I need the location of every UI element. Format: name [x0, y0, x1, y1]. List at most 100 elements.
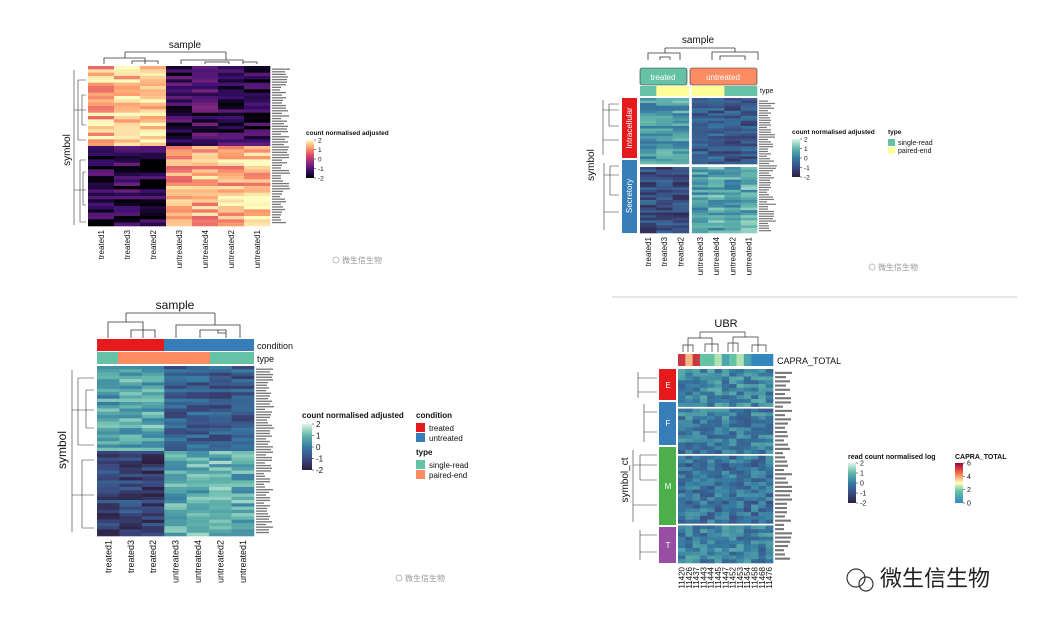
p1-col-label: treated1: [97, 229, 106, 259]
p3-cell: [119, 490, 143, 494]
p4-cell: [758, 380, 766, 385]
p3-cell: [119, 457, 143, 462]
p3-cell: [231, 500, 255, 504]
p2-leg-ticklabel: -1: [804, 165, 810, 172]
p1-cell: [166, 99, 193, 103]
p2-cell: [672, 146, 690, 150]
p4-cell: [765, 497, 774, 502]
p4-cell: [758, 519, 766, 524]
p2-cell: [724, 151, 742, 155]
p3-cell: [119, 454, 143, 458]
p3-row-tick: [256, 486, 265, 488]
p1-cell: [114, 156, 141, 160]
p4-cell: [707, 482, 715, 487]
p4-row-tick: [775, 426, 785, 429]
p4-cell: [736, 431, 745, 436]
p4-cell: [743, 395, 752, 400]
p2-cell: [740, 143, 758, 147]
p4-cell: [758, 485, 766, 490]
p3-cell: [97, 529, 120, 534]
p4-cell: [758, 387, 766, 392]
p4-cell: [743, 478, 752, 483]
p4-cell: [743, 504, 752, 509]
p1-cell: [166, 219, 193, 223]
p4-cell: [692, 497, 701, 502]
p3-cell: [119, 470, 143, 475]
p4-cell: [714, 459, 723, 464]
p2-cell: [656, 148, 673, 152]
p4-capra-cell: [758, 354, 766, 366]
p1-cell: [192, 96, 219, 100]
p2-cell: [708, 156, 725, 160]
p2-cell: [740, 207, 758, 211]
p2-cell: [740, 161, 758, 165]
p4-cell: [692, 512, 701, 517]
p3-cell: [97, 464, 120, 468]
p3-row-tick: [256, 515, 270, 518]
p2-cell: [640, 158, 657, 162]
p3-cell: [231, 408, 255, 413]
p2-cell: [708, 197, 725, 201]
p1-cell: [244, 66, 271, 70]
p2-cell: [672, 98, 690, 101]
p2-cell: [640, 161, 657, 165]
p1-cell: [114, 116, 141, 120]
p3-cell: [186, 405, 210, 409]
p2-column-labels: treated1 treated3 treated2 untreated3 untrea…: [644, 236, 754, 275]
p4-cell: [743, 419, 752, 424]
p2-cell: [708, 100, 725, 104]
p1-cell: [192, 76, 219, 80]
p1-cell: [192, 186, 219, 190]
p1-cell: [88, 192, 115, 197]
p1-row-label: symbol: [62, 134, 73, 166]
p4-legend-title: read count normalised log: [848, 454, 936, 461]
p4-row-tick: [775, 477, 786, 480]
p3-col-label: treated3: [126, 540, 136, 573]
p4-cell: [685, 384, 693, 389]
p3-cell: [231, 411, 255, 416]
p4-cell: [743, 434, 752, 439]
p3-cell: [209, 375, 232, 380]
p3-cell: [186, 454, 210, 458]
p2-cell: [724, 182, 742, 186]
p4-cell: [721, 504, 730, 509]
p1-cell: [140, 126, 167, 130]
p3-leg-ticklabel: 1: [316, 431, 321, 440]
p1-cell: [140, 209, 167, 213]
p1-cell: [218, 146, 245, 150]
p3-cell: [231, 506, 255, 511]
p3-cell: [186, 486, 210, 491]
p4-cell: [678, 431, 686, 436]
p4-cell: [765, 431, 774, 436]
p1-cell: [88, 212, 115, 217]
p2-cell: [708, 205, 725, 208]
p3-cell: [141, 490, 165, 494]
p4-cell: [743, 485, 752, 490]
p1-cell: [88, 76, 115, 80]
p1-cell: [114, 126, 141, 130]
p3-row-tick: [256, 381, 268, 384]
p1-cell: [140, 136, 167, 140]
p4-cell: [743, 384, 752, 389]
p2-row-tick: [759, 148, 768, 150]
p4-cell: [765, 532, 774, 537]
p3-cell: [119, 379, 143, 383]
p3-cell: [209, 467, 232, 471]
p3-cell: [209, 395, 232, 399]
p4-capra-cell: [751, 354, 759, 366]
p2-cell: [724, 187, 742, 191]
p2-cell: [672, 202, 690, 206]
p3-cell: [164, 369, 188, 373]
p2-row-tick: [759, 210, 774, 213]
p4-row-tick: [775, 540, 790, 543]
p4-row-tick: [775, 502, 787, 505]
p1-row-tick: [272, 91, 286, 94]
p1-cell: [192, 116, 219, 120]
p3-row-tick: [256, 403, 270, 405]
p2-cell: [656, 146, 673, 150]
p3-row-tick: [256, 440, 270, 443]
p4-cell: [765, 395, 774, 400]
p2-cell: [656, 217, 673, 221]
p4-cell: [765, 455, 774, 460]
p3-cell: [97, 483, 120, 488]
